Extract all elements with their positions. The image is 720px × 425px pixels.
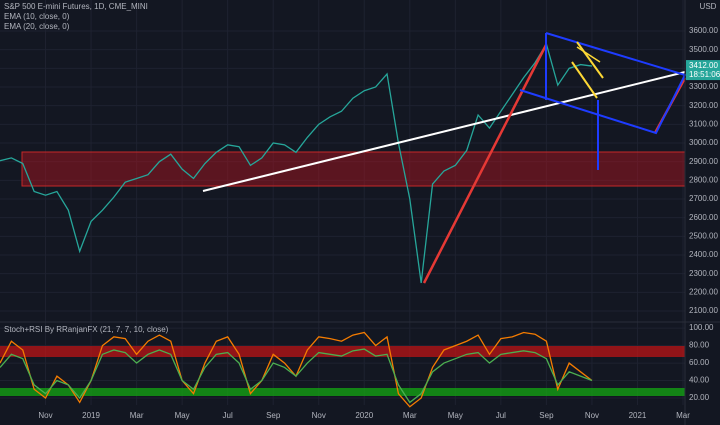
y-tick-label: 3500.00	[689, 45, 718, 54]
y-tick-label: 3300.00	[689, 82, 718, 91]
y-tick-label: 3100.00	[689, 119, 718, 128]
x-tick-label: Nov	[312, 411, 326, 420]
zone	[21, 151, 686, 187]
x-tick-label: 2020	[355, 411, 373, 420]
trendline	[422, 44, 548, 284]
y-tick-label: 100.00	[689, 323, 714, 332]
x-tick-label: Sep	[266, 411, 281, 420]
y-tick-label: 3600.00	[689, 26, 718, 35]
y-tick-label: 2100.00	[689, 306, 718, 315]
y-tick-label: 60.00	[689, 358, 710, 367]
trendline	[202, 71, 686, 192]
currency: USD	[700, 2, 717, 11]
y-tick-label: 20.00	[689, 393, 710, 402]
y-tick-label: 2400.00	[689, 250, 718, 259]
x-tick-label: Mar	[130, 411, 144, 420]
marks	[0, 42, 593, 408]
price-line	[0, 348, 593, 404]
x-tick-label: 2021	[629, 411, 647, 420]
y-tick-label: 2700.00	[689, 194, 718, 203]
legend-entry: EMA (10, close, 0)	[4, 12, 70, 21]
oversold-band	[0, 388, 685, 396]
channel	[576, 46, 601, 63]
y-tick-label: 2900.00	[689, 157, 718, 166]
y-tick-label: 2300.00	[689, 269, 718, 278]
overbought-band	[0, 346, 685, 357]
y-tick-label: 80.00	[689, 341, 710, 350]
x-tick-label: Jul	[496, 411, 506, 420]
price-label: 3412.00	[689, 61, 718, 70]
legend-entry: EMA (20, close, 0)	[4, 22, 70, 31]
channel	[519, 32, 687, 135]
y-tick-label: 3200.00	[689, 101, 718, 110]
chart-title: S&P 500 E-mini Futures, 1D, CME_MINI	[4, 2, 148, 11]
x-tick-label: Nov	[585, 411, 599, 420]
y-tick-label: 2600.00	[689, 213, 718, 222]
countdown: 18:51:06	[689, 70, 720, 79]
y-tick-label: 2200.00	[689, 287, 718, 296]
x-tick-label: Nov	[38, 411, 52, 420]
x-tick-label: May	[448, 411, 463, 420]
x-tick-label: 2019	[82, 411, 100, 420]
y-tick-label: 2500.00	[689, 231, 718, 240]
price-tag	[686, 60, 720, 81]
indicator-title: Stoch+RSI By RRanjanFX (21, 7, 7, 10, cl…	[4, 325, 169, 334]
channel	[576, 41, 604, 79]
y-tick-label: 40.00	[689, 376, 710, 385]
x-tick-label: Mar	[676, 411, 690, 420]
x-tick-label: May	[175, 411, 190, 420]
x-tick-label: Jul	[223, 411, 233, 420]
x-tick-label: Mar	[403, 411, 417, 420]
x-tick-label: Sep	[539, 411, 554, 420]
y-tick-label: 2800.00	[689, 175, 718, 184]
price-line	[0, 42, 593, 284]
channel	[571, 61, 598, 99]
y-tick-label: 3000.00	[689, 138, 718, 147]
